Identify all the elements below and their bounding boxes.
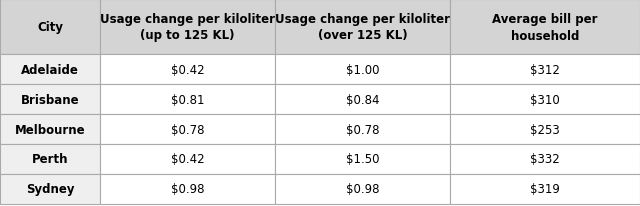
Text: $0.78: $0.78 [171, 123, 204, 136]
Text: Usage change per kiloliter
(over 125 KL): Usage change per kiloliter (over 125 KL) [275, 12, 450, 42]
Text: $0.81: $0.81 [171, 93, 204, 106]
Text: $1.50: $1.50 [346, 153, 380, 166]
Bar [450, 115, 640, 144]
Text: Melbourne: Melbourne [15, 123, 85, 136]
Text: $1.00: $1.00 [346, 63, 380, 76]
Bar [100, 55, 275, 85]
Text: Adelaide: Adelaide [21, 63, 79, 76]
Bar [450, 55, 640, 85]
Bar [450, 174, 640, 204]
Bar [0, 55, 100, 85]
Bar [275, 115, 450, 144]
Text: Brisbane: Brisbane [20, 93, 79, 106]
Bar [100, 144, 275, 174]
Text: $0.84: $0.84 [346, 93, 380, 106]
Text: $310: $310 [530, 93, 560, 106]
Bar [0, 174, 100, 204]
Bar [450, 0, 640, 55]
Bar [0, 85, 100, 115]
Text: Sydney: Sydney [26, 183, 74, 195]
Bar [275, 85, 450, 115]
Text: $312: $312 [530, 63, 560, 76]
Text: $253: $253 [530, 123, 560, 136]
Text: $0.98: $0.98 [171, 183, 204, 195]
Bar [0, 144, 100, 174]
Bar [100, 85, 275, 115]
Text: $0.42: $0.42 [171, 153, 204, 166]
Bar [450, 144, 640, 174]
Bar [275, 0, 450, 55]
Bar [450, 85, 640, 115]
Bar [0, 0, 100, 55]
Text: $332: $332 [530, 153, 560, 166]
Bar [275, 174, 450, 204]
Text: City: City [37, 21, 63, 34]
Text: $0.98: $0.98 [346, 183, 380, 195]
Bar [275, 55, 450, 85]
Bar [100, 0, 275, 55]
Text: Average bill per
household: Average bill per household [492, 12, 598, 42]
Text: $0.78: $0.78 [346, 123, 380, 136]
Bar [0, 115, 100, 144]
Bar [100, 115, 275, 144]
Text: Perth: Perth [32, 153, 68, 166]
Text: Usage change per kiloliter
(up to 125 KL): Usage change per kiloliter (up to 125 KL… [100, 12, 275, 42]
Text: $0.42: $0.42 [171, 63, 204, 76]
Text: $319: $319 [530, 183, 560, 195]
Bar [100, 174, 275, 204]
Bar [275, 144, 450, 174]
